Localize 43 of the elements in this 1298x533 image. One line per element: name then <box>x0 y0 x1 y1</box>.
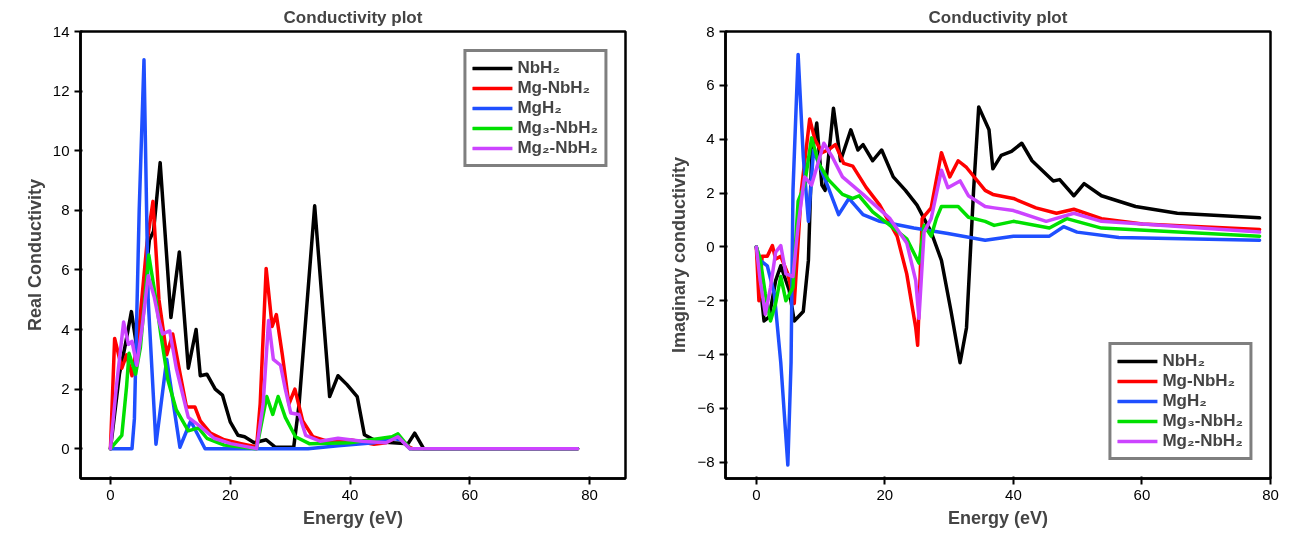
x-tick-label: 20 <box>221 485 239 503</box>
y-tick-label: −6 <box>697 399 715 417</box>
x-tick-label: 60 <box>461 485 479 503</box>
y-tick-label: 10 <box>52 141 70 159</box>
x-axis-title: Energy (eV) <box>947 507 1049 528</box>
x-tick-label: 40 <box>341 485 359 503</box>
y-tick-label: 2 <box>706 184 715 202</box>
x-tick-label: 40 <box>1005 485 1022 503</box>
x-tick-label: 0 <box>752 485 761 503</box>
y-tick-label: 4 <box>706 130 715 148</box>
x-tick-label: 80 <box>581 485 598 503</box>
y-tick-label: 6 <box>706 76 715 94</box>
y-tick-label: 8 <box>706 22 715 40</box>
legend-label: Mg₂-NbH₂ <box>1162 431 1243 451</box>
legend-label: NbH₂ <box>1162 351 1205 371</box>
y-tick-label: 0 <box>706 237 715 255</box>
y-tick-label: 6 <box>61 260 70 278</box>
x-tick-label: 0 <box>106 485 115 503</box>
legend-label: Mg-NbH₂ <box>1162 371 1236 391</box>
x-tick-label: 60 <box>1133 485 1151 503</box>
y-tick-label: 4 <box>61 320 70 338</box>
legend-label: NbH₂ <box>517 58 560 78</box>
legend-label: Mg₃-NbH₂ <box>517 118 598 138</box>
x-axis-title: Energy (eV) <box>302 507 404 528</box>
y-tick-label: −2 <box>697 291 715 309</box>
legend-label: Mg-NbH₂ <box>517 78 591 98</box>
x-tick-label: 80 <box>1262 485 1279 503</box>
x-tick-label: 20 <box>876 485 894 503</box>
y-tick-label: 14 <box>52 22 70 40</box>
y-tick-label: 2 <box>61 380 70 398</box>
y-tick-label: 8 <box>61 201 70 219</box>
y-tick-label: 0 <box>61 439 70 457</box>
y-axis-title: Real Conductivity <box>24 178 45 332</box>
chart-title: Conductivity plot <box>283 7 423 27</box>
legend-label: MgH₂ <box>1162 391 1207 411</box>
legend-label: MgH₂ <box>517 98 562 118</box>
y-tick-label: −4 <box>697 345 715 363</box>
legend-label: Mg₃-NbH₂ <box>1162 411 1243 431</box>
legend-label: Mg₂-NbH₂ <box>517 138 598 158</box>
y-axis-title: Imaginary conductivity <box>669 156 690 354</box>
y-tick-label: −8 <box>697 453 715 471</box>
y-tick-label: 12 <box>52 82 70 100</box>
chart-title: Conductivity plot <box>928 7 1068 27</box>
